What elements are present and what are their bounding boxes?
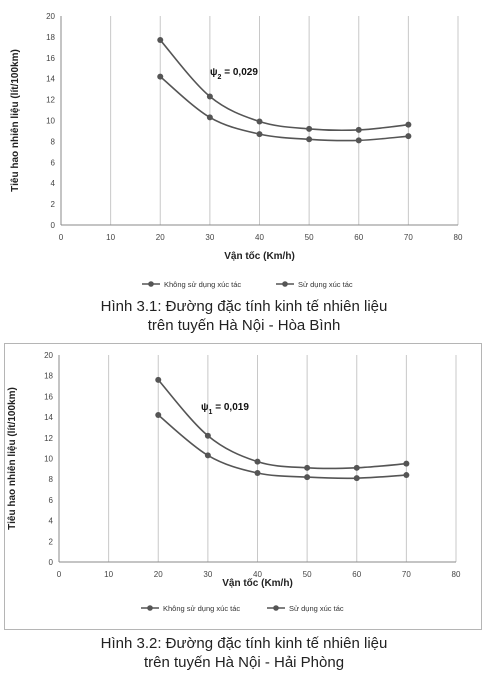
chart-2-series-1-point	[204, 432, 211, 439]
caption-1-line-2: trên tuyến Hà Nội - Hòa Bình	[147, 317, 341, 334]
chart-2-x-axis-title: Vận tốc (Km/h)	[222, 577, 293, 589]
chart-2-legend-label-2: Sử dụng xúc tác	[289, 604, 344, 613]
chart-2-series-1-point	[353, 464, 360, 471]
chart-1-series-2-line	[159, 75, 409, 142]
chart-2-annotation: ψ1 = 0,019	[201, 402, 249, 416]
chart-2-y-tick-label: 8	[49, 475, 54, 484]
chart-1-y-tick-label: 16	[46, 54, 55, 63]
chart-panel-1: 0 2 4 6 8 10 12 14 16 18 20 0 10 20 30 40 50 60 70 80 Tiêu h…	[4, 2, 482, 294]
chart-1-y-tick-label: 8	[51, 137, 56, 146]
chart-1-series-2-point	[306, 136, 313, 143]
chart-1-y-axis-title: Tiêu hao nhiên liệu (lít/100km)	[10, 49, 21, 192]
chart-2-x-tick-label: 40	[253, 570, 262, 579]
chart-2-x-tick-label: 50	[303, 570, 312, 579]
chart-1-y-tick-label: 6	[51, 158, 56, 167]
chart-1-x-tick-label: 80	[454, 233, 463, 242]
figure-caption-1: Hình 3.1: Đường đặc tính kinh tế nhiên l…	[0, 297, 488, 335]
chart-2-series-2-point	[304, 474, 311, 481]
chart-1-series-2-point	[157, 73, 164, 80]
chart-2-series-2-point	[254, 469, 261, 476]
chart-1-legend-label-1: Không sử dụng xúc tác	[164, 280, 241, 289]
chart-panel-2: 0 2 4 6 8 10 12 14 16 18 20 0 10 20 30 40 50 60 70 80 Tiêu h…	[4, 343, 482, 630]
chart-1-series-2-point	[355, 137, 362, 144]
chart-1-y-tick-label: 4	[51, 179, 56, 188]
chart-1-x-tick-label: 70	[404, 233, 413, 242]
chart-1-annotation: ψ2 = 0,029	[210, 67, 258, 81]
chart-1-y-tick-label: 14	[46, 75, 55, 84]
chart-2-legend-label-1: Không sử dụng xúc tác	[163, 604, 240, 613]
chart-1-y-tick-label: 18	[46, 33, 55, 42]
chart-2-x-tick-label: 30	[203, 570, 212, 579]
chart-1-svg: 0 2 4 6 8 10 12 14 16 18 20 0 10 20 30 40 50 60 70 80 Tiêu h…	[10, 12, 463, 289]
chart-1-series-2-point	[256, 131, 263, 138]
chart-1-x-tick-label: 60	[354, 233, 363, 242]
chart-1-y-tick-label: 0	[51, 221, 56, 230]
chart-1-x-tick-label: 30	[205, 233, 214, 242]
caption-1-line-1: Hình 3.1: Đường đặc tính kinh tế nhiên l…	[100, 298, 388, 315]
chart-2-x-tick-label: 70	[402, 570, 411, 579]
chart-1-y-tick-label: 12	[46, 96, 55, 105]
chart-1-x-tick-label: 0	[59, 233, 64, 242]
chart-2-series-1-point	[403, 460, 410, 467]
chart-2-series-1-point	[304, 464, 311, 471]
chart-1-legend-label-2: Sử dụng xúc tác	[298, 280, 353, 289]
chart-1-x-tick-label: 50	[305, 233, 314, 242]
chart-2-x-tick-label: 20	[154, 570, 163, 579]
chart-2-series-2-point	[353, 475, 360, 482]
chart-1-x-tick-label: 40	[255, 233, 264, 242]
chart-1-series-1-line	[159, 39, 409, 132]
chart-2-y-axis-title: Tiêu hao nhiên liệu (lít/100km)	[7, 387, 18, 530]
chart-2-y-tick-label: 14	[44, 413, 53, 422]
chart-2-y-tick-label: 16	[44, 392, 53, 401]
chart-1-series-1-point	[355, 126, 362, 133]
chart-2-y-tick-label: 0	[49, 558, 54, 567]
chart-2-y-tick-label: 6	[49, 496, 54, 505]
chart-1-y-tick-label: 2	[51, 200, 56, 209]
chart-1-series-1-point	[306, 125, 313, 132]
chart-2-series-2-point	[204, 452, 211, 459]
chart-1-legend-marker-1	[148, 281, 154, 287]
chart-1-series-1-point	[256, 118, 263, 125]
caption-2-line-1: Hình 3.2: Đường đặc tính kinh tế nhiên l…	[100, 635, 388, 652]
chart-2-series-2-point	[155, 412, 162, 419]
chart-1-x-tick-label: 10	[106, 233, 115, 242]
chart-1-series-1-point	[157, 37, 164, 44]
chart-1-y-tick-label: 20	[46, 12, 55, 21]
chart-1-legend-marker-2	[282, 281, 288, 287]
figure-caption-2: Hình 3.2: Đường đặc tính kinh tế nhiên l…	[0, 634, 488, 672]
chart-2-series-1-point	[254, 458, 261, 465]
chart-2-legend-marker-1	[147, 605, 153, 611]
chart-1-x-axis-title: Vận tốc (Km/h)	[224, 250, 295, 262]
chart-2-x-tick-label: 80	[452, 570, 461, 579]
chart-2-svg: 0 2 4 6 8 10 12 14 16 18 20 0 10 20 30 40 50 60 70 80 Tiêu h…	[7, 351, 461, 613]
chart-2-series-2-point	[403, 472, 410, 479]
chart-2-y-tick-label: 12	[44, 434, 53, 443]
chart-2-series-2-line	[157, 414, 407, 480]
chart-1-series-1-point	[405, 121, 412, 128]
chart-1-series-1-point	[206, 93, 213, 100]
chart-2-y-tick-label: 20	[44, 351, 53, 360]
caption-2-line-2: trên tuyến Hà Nội - Hải Phòng	[143, 654, 345, 671]
chart-1-series-2-point	[206, 114, 213, 121]
chart-2-series-1-line	[157, 379, 407, 470]
chart-2-y-tick-label: 4	[49, 517, 54, 526]
chart-1-series-2-point	[405, 133, 412, 140]
chart-1-y-tick-label: 10	[46, 117, 55, 126]
chart-2-series-1-point	[155, 376, 162, 383]
chart-2-x-tick-label: 10	[104, 570, 113, 579]
chart-2-y-tick-label: 2	[49, 537, 54, 546]
chart-2-x-tick-label: 0	[57, 570, 62, 579]
chart-1-x-tick-label: 20	[156, 233, 165, 242]
chart-2-x-tick-label: 60	[352, 570, 361, 579]
chart-2-y-tick-label: 18	[44, 372, 53, 381]
chart-2-y-tick-label: 10	[44, 455, 53, 464]
chart-2-legend-marker-2	[273, 605, 279, 611]
